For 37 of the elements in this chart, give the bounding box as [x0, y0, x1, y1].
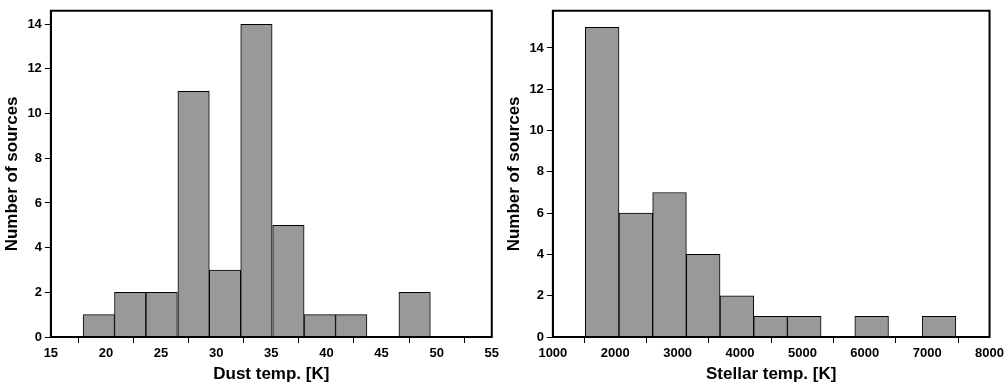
- x-tick-label: 8000: [975, 345, 1004, 361]
- x-tick-label: 4000: [725, 345, 755, 361]
- y-tick-label: 14: [529, 39, 545, 55]
- y-tick-label: 10: [529, 122, 544, 138]
- x-tick-label: 6000: [850, 345, 880, 361]
- x-axis-title: Dust temp. [K]: [213, 364, 330, 384]
- x-tick-label: 3000: [663, 345, 693, 361]
- y-tick-label: 12: [529, 80, 544, 96]
- y-tick-label: 8: [34, 149, 42, 165]
- y-tick-label: 14: [27, 15, 43, 31]
- y-tick-label: 10: [27, 105, 42, 121]
- y-axis-title: Number of sources: [1, 96, 21, 252]
- x-tick-label: 2000: [600, 345, 630, 361]
- x-tick-label: 25: [153, 345, 169, 361]
- x-tick-label: 1000: [538, 345, 568, 361]
- y-tick-label: 0: [536, 328, 544, 344]
- x-tick-label: 20: [98, 345, 114, 361]
- y-tick-label: 0: [34, 328, 42, 344]
- x-tick-label: 7000: [912, 345, 942, 361]
- x-tick-label: 55: [484, 345, 499, 361]
- y-tick-label: 8: [536, 163, 544, 179]
- x-tick-label: 15: [43, 345, 59, 361]
- x-tick-label: 5000: [787, 345, 817, 361]
- y-tick-label: 2: [34, 283, 42, 299]
- y-tick-label: 4: [536, 246, 545, 261]
- x-tick-label: 50: [429, 345, 444, 361]
- y-axis-title: Number of sources: [503, 96, 523, 252]
- y-tick-label: 12: [27, 60, 42, 76]
- x-axis-title: Stellar temp. [K]: [706, 364, 837, 384]
- y-tick-label: 4: [34, 239, 43, 255]
- y-tick-label: 2: [536, 287, 544, 303]
- x-tick-label: 40: [319, 345, 334, 361]
- y-tick-label: 6: [34, 194, 42, 210]
- x-tick-label: 35: [264, 345, 279, 361]
- y-tick-label: 6: [536, 204, 544, 220]
- x-tick-label: 30: [208, 345, 224, 361]
- x-tick-label: 45: [374, 345, 389, 361]
